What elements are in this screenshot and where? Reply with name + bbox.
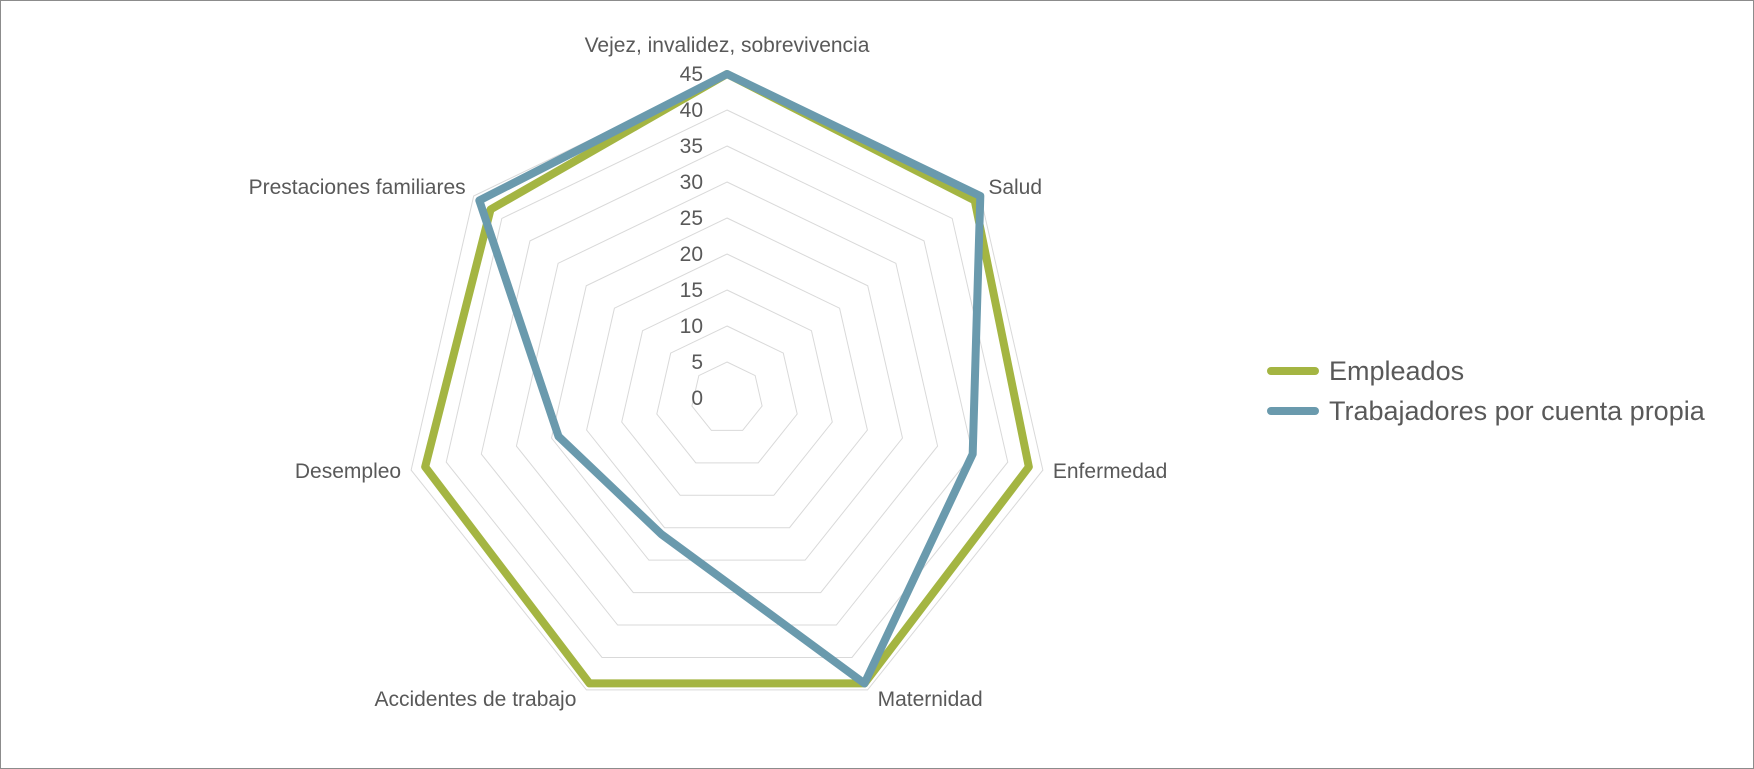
grid-ring-10 bbox=[656, 325, 798, 464]
tick-label-40: 40 bbox=[680, 99, 703, 122]
tick-label-20: 20 bbox=[680, 243, 703, 266]
grid-ring-5 bbox=[691, 361, 763, 431]
series-lines bbox=[421, 70, 1033, 688]
legend-swatch-trabajadores bbox=[1267, 407, 1319, 415]
grid-ring-15 bbox=[621, 289, 833, 496]
legend-swatch-empleados bbox=[1267, 367, 1319, 375]
grid-rings bbox=[410, 73, 1044, 691]
tick-label-30: 30 bbox=[680, 171, 703, 194]
grid-ring-25 bbox=[550, 217, 904, 561]
grid-ring-30 bbox=[515, 181, 939, 594]
tick-label-10: 10 bbox=[680, 315, 703, 338]
legend-item-trabajadores: Trabajadores por cuenta propia bbox=[1267, 391, 1705, 431]
legend: Empleados Trabajadores por cuenta propia bbox=[1267, 351, 1705, 431]
tick-label-45: 45 bbox=[680, 63, 703, 86]
legend-label-trabajadores: Trabajadores por cuenta propia bbox=[1329, 395, 1705, 426]
series-line-empleados bbox=[421, 70, 1033, 688]
category-labels: Vejez, invalidez, sobrevivencia Salud Enfe… bbox=[249, 34, 1168, 711]
series-line-trabajadores bbox=[475, 70, 985, 688]
grid-ring-35 bbox=[480, 145, 974, 626]
category-label-4: Accidentes de trabajo bbox=[374, 688, 576, 711]
category-label-5: Desempleo bbox=[295, 460, 401, 483]
grid-ring-45 bbox=[410, 73, 1044, 691]
category-label-2: Enfermedad bbox=[1053, 460, 1167, 483]
grid-ring-20 bbox=[586, 253, 868, 529]
tick-label-5: 5 bbox=[691, 351, 703, 374]
tick-label-15: 15 bbox=[680, 279, 703, 302]
legend-item-empleados: Empleados bbox=[1267, 351, 1705, 391]
category-label-6: Prestaciones familiares bbox=[249, 176, 466, 199]
grid-ring-40 bbox=[445, 109, 1009, 658]
tick-label-0: 0 bbox=[691, 387, 703, 410]
tick-label-35: 35 bbox=[680, 135, 703, 158]
radial-tick-labels: 0 5 10 15 20 25 30 35 40 45 bbox=[680, 63, 703, 410]
legend-label-empleados: Empleados bbox=[1329, 355, 1465, 386]
category-label-0: Vejez, invalidez, sobrevivencia bbox=[585, 34, 870, 57]
category-label-3: Maternidad bbox=[878, 688, 983, 711]
category-label-1: Salud bbox=[988, 176, 1042, 199]
tick-label-25: 25 bbox=[680, 207, 703, 230]
